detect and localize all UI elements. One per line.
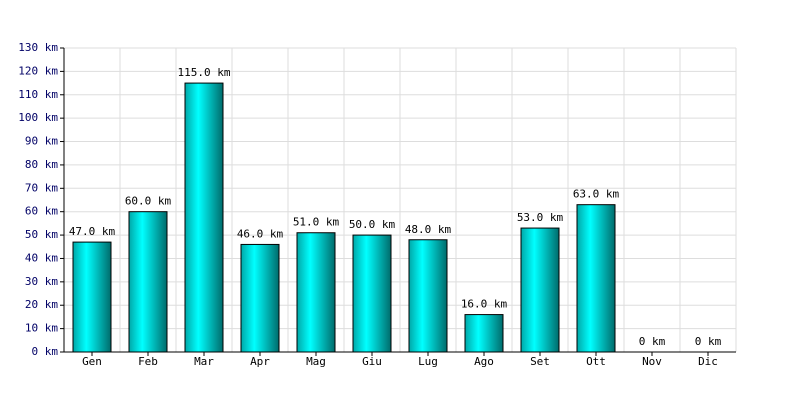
x-tick-label: Giu: [362, 355, 382, 368]
value-label: 0 km: [695, 335, 722, 348]
y-tick-label: 20 km: [25, 298, 58, 311]
y-tick-label: 130 km: [18, 41, 58, 54]
y-tick-label: 0 km: [32, 345, 59, 358]
bar: [464, 314, 504, 353]
value-label: 51.0 km: [293, 216, 340, 229]
x-tick-label: Lug: [418, 355, 438, 368]
y-tick-label: 70 km: [25, 181, 58, 194]
y-tick-label: 120 km: [18, 64, 58, 77]
x-tick-label: Apr: [250, 355, 270, 368]
value-label: 48.0 km: [405, 223, 452, 236]
y-tick-label: 90 km: [25, 135, 58, 148]
y-tick-label: 10 km: [25, 322, 58, 335]
x-tick-label: Set: [530, 355, 550, 368]
bar: [184, 82, 224, 353]
y-tick-label: 50 km: [25, 228, 58, 241]
bar: [352, 234, 392, 353]
bar: [296, 232, 336, 353]
value-label: 50.0 km: [349, 218, 396, 231]
value-label: 115.0 km: [178, 66, 231, 79]
x-tick-label: Ago: [474, 355, 494, 368]
x-tick-label: Mar: [194, 355, 214, 368]
x-tick-label: Dic: [698, 355, 718, 368]
bar: [128, 211, 168, 353]
bar: [408, 239, 448, 353]
bar: [72, 241, 112, 353]
y-tick-label: 100 km: [18, 111, 58, 124]
value-label: 47.0 km: [69, 225, 116, 238]
x-tick-label: Mag: [306, 355, 326, 368]
y-tick-label: 30 km: [25, 275, 58, 288]
x-tick-label: Ott: [586, 355, 606, 368]
x-tick-label: Nov: [642, 355, 662, 368]
y-tick-label: 40 km: [25, 251, 58, 264]
y-tick-label: 60 km: [25, 205, 58, 218]
bar: [576, 204, 616, 353]
x-tick-label: Feb: [138, 355, 158, 368]
y-tick-label: 110 km: [18, 88, 58, 101]
value-label: 63.0 km: [573, 188, 620, 201]
bar: [520, 227, 560, 353]
y-tick-label: 80 km: [25, 158, 58, 171]
value-label: 0 km: [639, 335, 666, 348]
bar: [240, 243, 280, 353]
value-label: 16.0 km: [461, 298, 508, 311]
value-label: 46.0 km: [237, 227, 284, 240]
value-label: 60.0 km: [125, 195, 172, 208]
value-label: 53.0 km: [517, 211, 564, 224]
x-tick-label: Gen: [82, 355, 102, 368]
